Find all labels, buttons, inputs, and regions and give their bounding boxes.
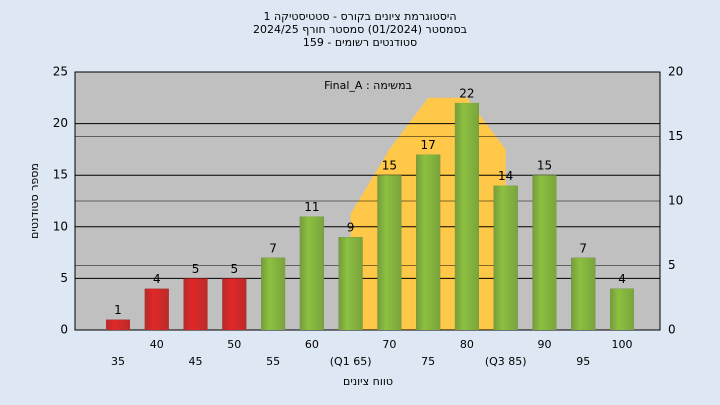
- bar: [416, 154, 441, 330]
- bar: [183, 278, 208, 330]
- chart-subtitle: סטודנטים רשומים - 159: [303, 36, 417, 49]
- bar: [261, 257, 286, 330]
- x-tick-label: 45: [189, 355, 203, 368]
- value-label: 14: [498, 169, 513, 183]
- x-tick-label: 70: [382, 338, 396, 351]
- y-tick-label: 5: [60, 271, 68, 285]
- bar: [299, 216, 324, 330]
- value-label: 4: [618, 272, 626, 286]
- x-tick-label: 60: [305, 338, 319, 351]
- value-label: 4: [153, 272, 161, 286]
- x-tick-label: 75: [421, 355, 435, 368]
- annotation: במשימה : Final_A: [324, 79, 412, 92]
- value-label: 9: [347, 221, 355, 235]
- x-tick-label: 90: [537, 338, 551, 351]
- bar: [144, 288, 169, 330]
- value-label: 15: [537, 159, 552, 173]
- value-label: 22: [459, 86, 474, 100]
- x-axis-label: טווח ציונים: [343, 375, 393, 388]
- bar: [222, 278, 247, 330]
- chart-title: היסטוגרמת ציונים בקורס - סטטיסטיקה 1: [263, 10, 456, 23]
- x-tick-label: 50: [227, 338, 241, 351]
- y-axis-label: מספר סטודנטים: [28, 163, 41, 239]
- value-label: 5: [230, 262, 238, 276]
- y2-tick-label: 15: [668, 129, 683, 143]
- value-label: 1: [114, 303, 122, 317]
- x-tick-label: 80: [460, 338, 474, 351]
- value-label: 11: [304, 200, 319, 214]
- bar: [454, 102, 479, 331]
- bar: [571, 257, 596, 330]
- bar: [106, 319, 130, 330]
- chart-subtitle: בסמסטר (01/2024) סמסטר חורף 2024/25: [253, 23, 467, 36]
- y2-tick-label: 0: [668, 323, 676, 337]
- bar: [532, 175, 557, 330]
- x-tick-label: 55: [266, 355, 280, 368]
- y2-tick-label: 20: [668, 65, 683, 79]
- y-tick-label: 25: [53, 65, 68, 79]
- value-label: 7: [269, 241, 277, 255]
- x-tick-label: 95: [576, 355, 590, 368]
- value-label: 15: [382, 159, 397, 173]
- bar: [377, 175, 402, 330]
- y-tick-label: 0: [60, 323, 68, 337]
- value-label: 7: [579, 241, 587, 255]
- value-label: 17: [421, 138, 436, 152]
- x-tick-label: 40: [150, 338, 164, 351]
- bar: [493, 185, 518, 330]
- y-tick-label: 20: [53, 116, 68, 130]
- x-tick-label: 100: [612, 338, 633, 351]
- y-tick-label: 15: [53, 168, 68, 182]
- y2-tick-label: 5: [668, 258, 676, 272]
- x-tick-label: (Q1 65): [330, 355, 372, 368]
- bar: [338, 237, 363, 330]
- y-tick-label: 10: [53, 219, 68, 233]
- x-tick-label: (Q3 85): [485, 355, 527, 368]
- x-tick-label: 35: [111, 355, 125, 368]
- value-label: 5: [192, 262, 200, 276]
- y2-tick-label: 10: [668, 194, 683, 208]
- bar: [610, 288, 635, 330]
